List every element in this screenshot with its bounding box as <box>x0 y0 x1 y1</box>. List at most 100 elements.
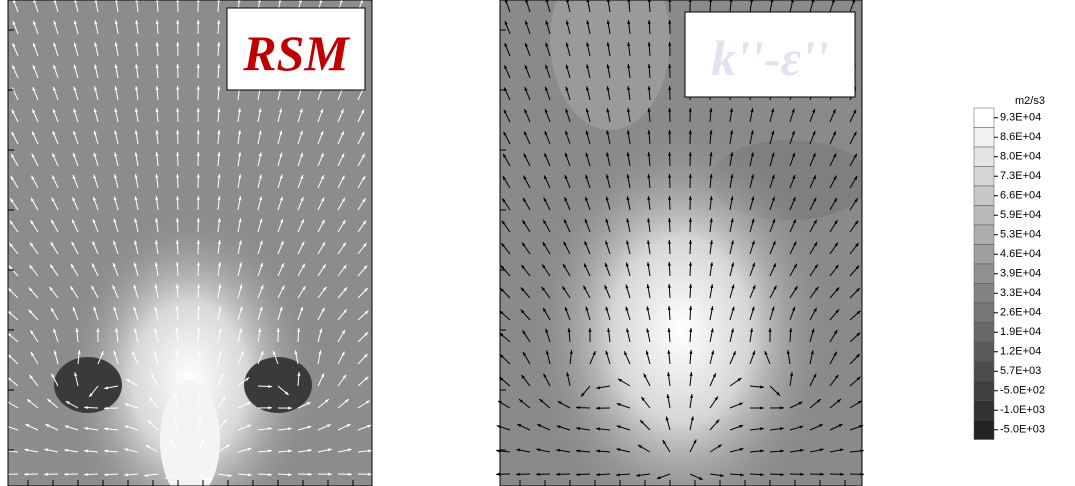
arrow-head <box>537 424 542 428</box>
arrow-head <box>616 425 621 429</box>
arrow-head <box>545 64 549 69</box>
arrow-head <box>144 473 148 477</box>
arrow-head <box>544 108 548 113</box>
arrow-head <box>51 373 55 378</box>
arrow-head <box>217 218 221 222</box>
legend-label: 1.2E+04 <box>1000 346 1041 358</box>
arrow-head <box>837 399 841 403</box>
arrow-head <box>217 174 221 178</box>
arrow-head <box>543 197 547 202</box>
arrow-head <box>625 262 629 267</box>
arrow-head <box>852 0 856 3</box>
arrow-head <box>31 153 35 158</box>
arrow-head <box>154 240 159 245</box>
arrow-head <box>771 174 775 179</box>
arrow-head <box>280 241 284 246</box>
legend-label: -1.0E+03 <box>1000 404 1045 416</box>
arrow-head <box>760 406 764 410</box>
arrow-head <box>93 174 97 179</box>
arrow-head <box>113 350 117 355</box>
arrow-head <box>9 243 13 247</box>
arrow-head <box>45 424 50 428</box>
arrow-head <box>730 218 734 223</box>
arrow-head <box>50 264 54 269</box>
arrow-head <box>811 0 815 3</box>
arrow-head <box>780 406 784 410</box>
arrow-head <box>856 376 861 381</box>
arrow-head <box>576 472 580 477</box>
arrow-head <box>321 197 325 202</box>
arrow-head <box>326 424 331 428</box>
arrow-head <box>586 86 590 91</box>
arrow-head <box>362 220 367 225</box>
legend-label: -5.0E+02 <box>1000 385 1045 397</box>
arrow-head <box>25 424 30 428</box>
arrow-head <box>260 351 264 356</box>
arrow-head <box>11 109 15 114</box>
arrow-head <box>496 449 500 453</box>
arrow-head <box>299 152 303 157</box>
arrow-head <box>196 42 200 46</box>
arrow-head <box>730 196 734 201</box>
arrow-head <box>268 427 272 431</box>
arrow-head <box>585 174 589 179</box>
arrow-head <box>92 241 96 246</box>
arrow-head <box>47 398 52 403</box>
panel-label: k''-ε'' <box>711 30 829 86</box>
arrow-head <box>362 198 366 203</box>
arrow-head <box>751 196 755 201</box>
arrow-head <box>319 0 323 3</box>
arrow-head <box>833 351 837 356</box>
arrow-head <box>124 403 129 407</box>
arrow-head <box>799 448 804 452</box>
arrow-head <box>521 242 526 247</box>
arrow-head <box>709 240 713 244</box>
arrow-head <box>504 65 508 70</box>
arrow-head <box>294 350 298 355</box>
arrow-head <box>364 287 368 292</box>
arrow-head <box>89 393 93 397</box>
arrow-head <box>643 373 647 378</box>
arrow-head <box>113 218 117 223</box>
arrow-head <box>104 449 108 453</box>
arrow-head <box>760 385 764 389</box>
arrow-head <box>32 64 36 69</box>
arrow-head <box>645 350 649 355</box>
arrow-head <box>155 130 159 134</box>
arrow-head <box>300 219 304 224</box>
arrow-head <box>820 472 824 476</box>
arrow-head <box>113 196 117 201</box>
legend-swatch <box>973 341 995 362</box>
arrow-head <box>64 472 68 476</box>
arrow-head <box>258 152 262 157</box>
legend-unit: m2/s3 <box>1015 95 1045 107</box>
arrow-head <box>53 0 57 3</box>
arrow-head <box>834 242 838 247</box>
arrow-head <box>173 416 177 421</box>
arrow-head <box>217 20 221 24</box>
arrow-head <box>238 328 242 333</box>
arrow-head <box>792 306 796 311</box>
arrow-head <box>580 392 585 397</box>
arrow-head <box>174 394 178 399</box>
arrow-head <box>646 306 650 311</box>
arrow-head <box>93 306 97 311</box>
arrow-head <box>176 174 180 178</box>
arrow-head <box>626 218 630 223</box>
arrow-head <box>33 0 37 3</box>
arrow-head <box>544 153 548 158</box>
arrow-head <box>833 197 837 202</box>
arrow-head <box>519 399 523 403</box>
arrow-head <box>647 174 651 178</box>
arrow-head <box>731 284 735 289</box>
arrow-head <box>605 240 609 245</box>
arrow-head <box>64 425 69 429</box>
arrow-head <box>504 43 508 48</box>
arrow-head <box>760 473 764 477</box>
arrow-head <box>124 448 129 452</box>
arrow-head <box>341 197 345 202</box>
arrow-head <box>592 351 596 356</box>
arrow-head <box>297 372 301 376</box>
arrow-head <box>301 241 305 246</box>
arrow-head <box>134 130 138 135</box>
